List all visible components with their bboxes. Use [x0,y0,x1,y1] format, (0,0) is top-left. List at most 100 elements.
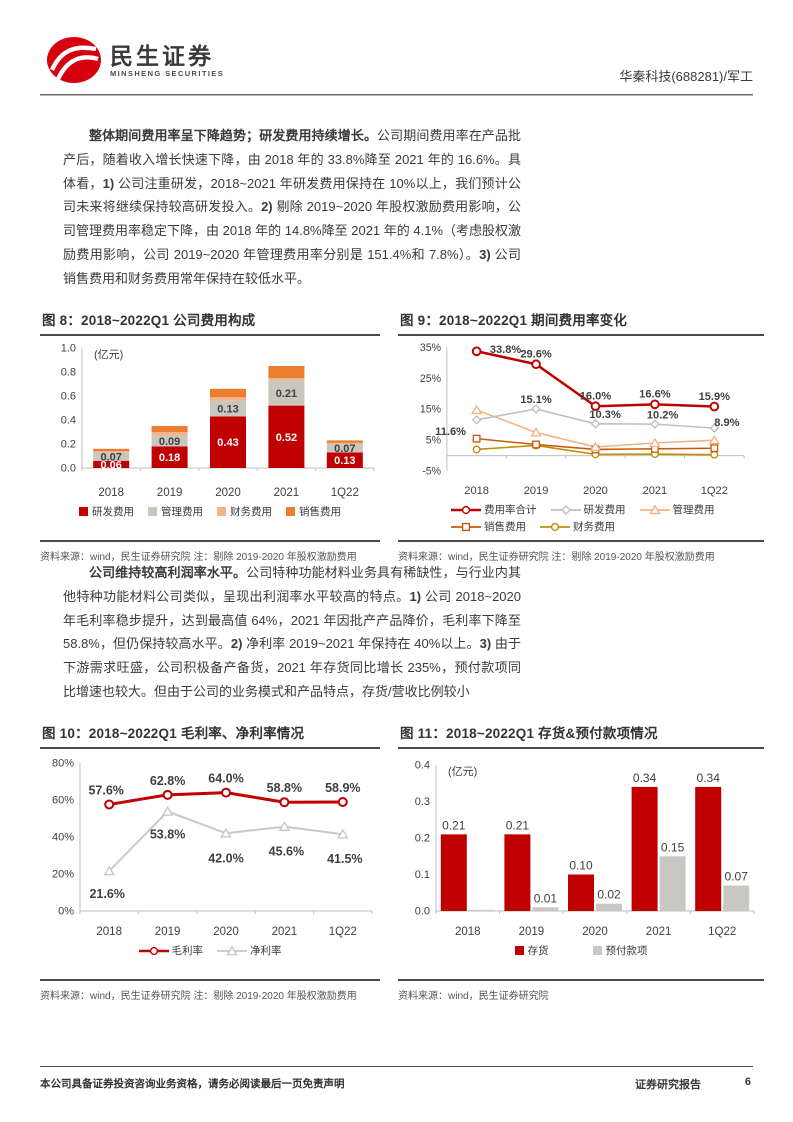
legend-item: 费用率合计 [451,502,537,517]
svg-text:58.8%: 58.8% [267,781,302,795]
legend-label: 费用率合计 [484,504,537,516]
legend-item: 管理费用 [639,502,715,517]
svg-text:1Q22: 1Q22 [701,485,728,497]
svg-text:80%: 80% [52,758,74,770]
svg-text:1Q22: 1Q22 [331,487,359,499]
legend-swatch [217,507,226,516]
svg-text:0.4: 0.4 [61,415,76,427]
svg-text:57.6%: 57.6% [88,783,123,797]
svg-text:60%: 60% [52,795,74,807]
legend-item: 销售费用 [286,504,341,519]
minsheng-logo-icon [47,37,101,83]
footer-divider [40,1066,753,1067]
svg-text:2018: 2018 [455,926,481,938]
legend-label: 预付款项 [605,945,648,957]
legend-label: 销售费用 [299,506,341,518]
svg-text:2019: 2019 [157,487,183,499]
legend-item: 管理费用 [148,504,203,519]
svg-text:2019: 2019 [519,926,545,938]
svg-text:29.6%: 29.6% [520,348,552,360]
figure-10-source: 资料来源：wind，民生证券研究院 注：剔除 2019-2020 年股权激励费用 [40,979,380,1002]
svg-text:2020: 2020 [215,487,241,499]
svg-text:20%: 20% [52,869,74,881]
svg-text:2018: 2018 [96,926,122,938]
svg-text:0.02: 0.02 [597,888,621,902]
svg-text:15%: 15% [420,404,442,416]
svg-text:0.4: 0.4 [415,760,430,772]
svg-text:0.52: 0.52 [276,432,297,444]
legend-swatch [592,946,602,955]
svg-text:(亿元): (亿元) [94,348,123,361]
svg-text:0.21: 0.21 [442,818,466,832]
svg-text:10.3%: 10.3% [589,409,621,421]
svg-text:42.0%: 42.0% [208,851,243,865]
svg-text:10.2%: 10.2% [647,409,679,421]
svg-text:0.21: 0.21 [506,818,530,832]
legend-swatch [514,946,524,955]
figure-11-chart-area: 0.0 0.1 0.2 0.3 0.4 2018 2019 2020 2021 1Q22 (亿元) 0… [398,749,764,975]
legend-label: 净利率 [250,945,282,957]
paragraph-margin-analysis: 公司维持较高利润率水平。公司特种功能材料业务具有稀缺性，与行业内其他特种功能材料… [63,565,521,699]
svg-text:5%: 5% [426,435,442,447]
figure-11-legend: 存货 预付款项 [398,943,764,960]
legend-item: 销售费用 [451,519,526,534]
svg-text:1Q22: 1Q22 [329,926,357,938]
svg-text:35%: 35% [420,342,442,354]
legend-item: 研发费用 [550,502,626,517]
brand-name-en: MINSHENG SECURITIES [110,68,225,78]
svg-text:58.9%: 58.9% [325,781,360,795]
figure-9-title: 图 9：2018~2022Q1 期间费用率变化 [398,307,764,336]
legend-item: 研发费用 [79,504,134,519]
svg-text:0.01: 0.01 [534,891,558,905]
figure-11-source: 资料来源：wind，民生证券研究院 [398,979,764,1002]
svg-text:0%: 0% [58,906,74,918]
svg-text:0.34: 0.34 [697,771,721,785]
figure-11-inventory-prepayment: 图 11：2018~2022Q1 存货&预付款项情况 0.0 0.1 0.2 0.3 0… [398,720,764,1002]
figure-8-chart-area: 0.0 0.2 0.4 0.6 0.8 1.0 2018 2019 2020 2021 1Q22 (亿… [40,336,380,536]
legend-label: 毛利率 [171,945,204,957]
svg-text:15.9%: 15.9% [699,391,731,403]
figure-9-legend: 费用率合计 研发费用 管理费用销售费用 财务费用 [398,502,764,536]
figure-8-legend: 研发费用 管理费用 财务费用 销售费用 [40,504,380,521]
svg-text:0.2: 0.2 [415,833,430,845]
svg-text:2019: 2019 [155,926,181,938]
legend-item: 财务费用 [217,504,272,519]
svg-text:1Q22: 1Q22 [708,926,736,938]
svg-text:2018: 2018 [464,485,489,497]
legend-item: 财务费用 [540,519,615,534]
figure-10-legend: 毛利率 净利率 [40,943,380,960]
legend-swatch [79,507,88,516]
figure-8-title: 图 8：2018~2022Q1 公司费用构成 [40,307,380,336]
header-brand: 民生证券 MINSHENG SECURITIES [46,36,224,84]
svg-text:0.07: 0.07 [334,443,355,455]
svg-text:16.6%: 16.6% [639,389,671,401]
svg-text:2018: 2018 [98,487,124,499]
svg-text:2021: 2021 [646,926,672,938]
svg-text:0.06: 0.06 [100,459,121,471]
footer-page-number: 6 [744,1076,751,1088]
svg-text:15.1%: 15.1% [520,394,552,406]
figure-11-title: 图 11：2018~2022Q1 存货&预付款项情况 [398,720,764,749]
svg-text:40%: 40% [52,832,74,844]
svg-text:21.6%: 21.6% [89,887,124,901]
legend-label: 销售费用 [484,521,526,533]
legend-label: 财务费用 [573,521,615,533]
svg-text:0.0: 0.0 [415,906,430,918]
figure-9-expense-ratio-trend: 图 9：2018~2022Q1 期间费用率变化 -5% 5% 15% 25% 35% 20… [398,307,764,563]
paragraph-expense-analysis: 整体期间费用率呈下降趋势；研发费用持续增长。公司期间费用率在产品批产后，随着收入… [63,128,522,286]
svg-text:0.13: 0.13 [334,455,355,467]
brand-name-cn: 民生证券 [110,42,214,69]
header-divider [40,94,753,96]
svg-text:2020: 2020 [583,485,608,497]
svg-text:2019: 2019 [524,485,549,497]
figure-8-expense-composition: 图 8：2018~2022Q1 公司费用构成 0.0 0.2 0.4 0.6 0.8 1.… [40,307,380,563]
svg-text:-5%: -5% [422,465,441,477]
svg-text:0.8: 0.8 [61,367,76,379]
report-subject: 华秦科技(688281)/军工 [619,69,753,84]
svg-text:41.5%: 41.5% [327,852,362,866]
svg-text:8.9%: 8.9% [714,417,739,429]
svg-text:16.0%: 16.0% [580,390,612,402]
svg-text:62.8%: 62.8% [150,774,185,788]
legend-item: 毛利率 [138,943,204,958]
